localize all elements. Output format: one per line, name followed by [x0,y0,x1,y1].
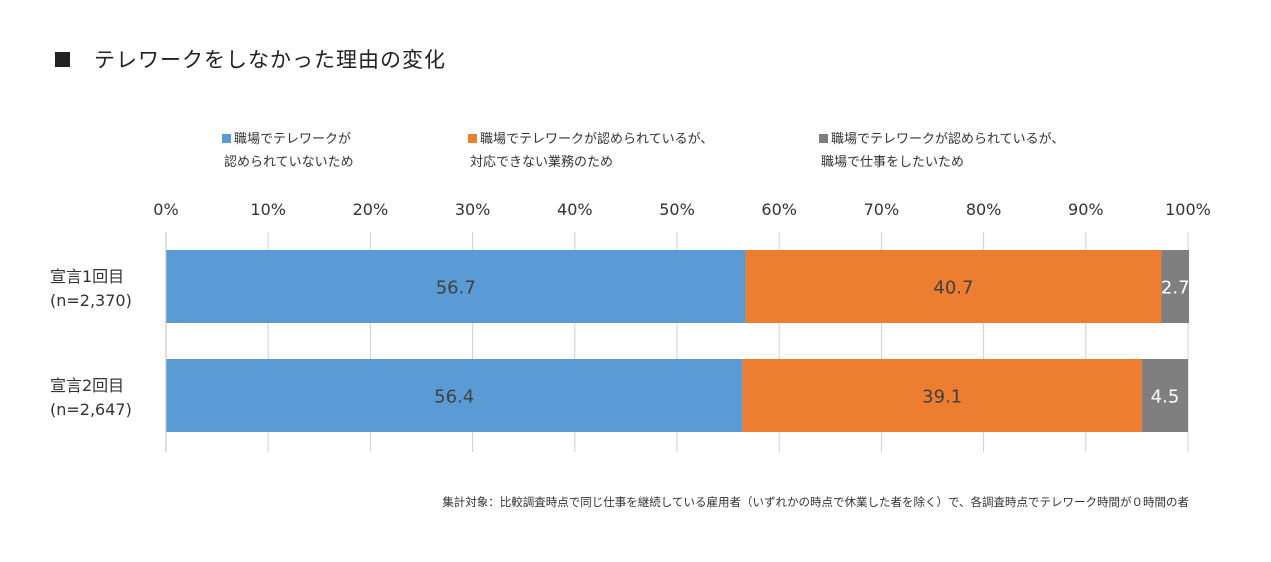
legend-swatch-gray [819,134,828,143]
legend-label-line2: 職場で仕事をしたいため [821,155,965,170]
x-tick-label: 90% [1068,200,1104,219]
legend-label-line1: 職場でテレワークが認められているが、 [480,132,714,147]
data-label: 56.4 [434,387,474,408]
data-label: 2.7 [1161,278,1190,299]
bar-segment [745,250,1162,323]
x-tick-label: 20% [352,200,389,219]
bar-segment [166,359,743,432]
legend-swatch-blue [222,134,231,143]
legend-swatch-orange [468,134,477,143]
x-tick-label: 70% [863,200,900,219]
legend-item-prefer-office: 職場でテレワークが認められているが、 職場で仕事をしたいため [819,128,1064,174]
x-tick-label: 60% [761,200,797,219]
chart-title-text: テレワークをしなかった理由の変化 [94,48,446,72]
x-tick-label: 10% [250,200,286,219]
legend-label-line2: 認められていないため [224,155,354,170]
data-label: 39.1 [922,387,962,408]
category-n: (n=2,647) [50,400,132,419]
legend-label-line1: 職場でテレワークが認められているが、 [831,132,1065,147]
category-label-first: 宣言1回目 (n=2,370) [50,265,200,313]
title-square-icon [55,51,70,67]
category-n: (n=2,370) [50,291,132,310]
x-tick-label: 0% [153,200,179,219]
x-tick-label: 80% [965,200,1002,219]
legend-item-unsuitable-work: 職場でテレワークが認められているが、 対応できない業務のため [468,128,713,174]
bar-segment [166,250,746,323]
chart-title: テレワークをしなかった理由の変化 [55,44,446,74]
data-label: 40.7 [933,278,973,299]
data-label: 56.7 [436,278,476,299]
x-tick-label: 30% [454,200,491,219]
x-tick-label: 100% [1165,200,1211,219]
bar-segment [742,359,1143,432]
bar-segment [1142,359,1188,432]
category-name: 宣言1回目 [50,267,125,286]
data-label: 4.5 [1151,387,1180,408]
bar-segment [1161,250,1190,323]
footnote: 集計対象：比較調査時点で同じ仕事を継続している雇用者（いずれかの時点で休業した者… [442,495,1189,509]
category-name: 宣言2回目 [50,376,125,395]
legend-label-line1: 職場でテレワークが [234,132,352,147]
legend-label-line2: 対応できない業務のため [470,155,614,170]
legend-item-not-allowed: 職場でテレワークが 認められていないため [222,128,354,174]
x-tick-label: 40% [557,200,593,219]
x-tick-label: 50% [659,200,695,219]
category-label-second: 宣言2回目 (n=2,647) [50,374,200,422]
